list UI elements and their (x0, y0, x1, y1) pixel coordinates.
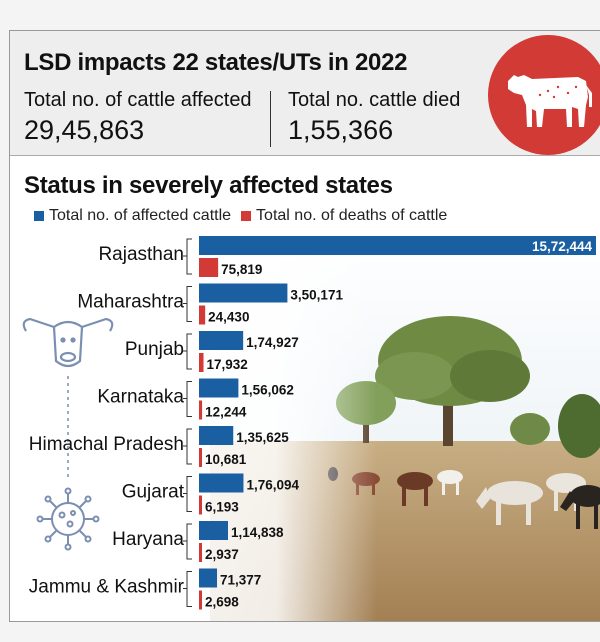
affected-value-maharashtra: 3,50,171 (290, 288, 343, 303)
deaths-value-himachal-pradesh: 10,681 (205, 452, 247, 467)
deaths-bar-haryana (199, 543, 202, 562)
category-label-karnataka: Karnataka (97, 387, 184, 408)
cow-badge (488, 35, 600, 155)
deaths-value-maharashtra: 24,430 (208, 310, 249, 325)
affected-value-gujarat: 1,76,094 (246, 478, 299, 493)
bracket-himachal-pradesh (183, 428, 192, 465)
deaths-value-rajasthan: 75,819 (221, 262, 262, 277)
legend-item-deaths: Total no. of deaths of cattle (241, 207, 447, 225)
deaths-bar-himachal-pradesh (199, 448, 202, 467)
affected-bar-maharashtra (199, 283, 288, 303)
affected-value-karnataka: 1,56,062 (241, 383, 294, 398)
deaths-bar-jammu-kashmir (199, 590, 202, 610)
affected-bar-himachal-pradesh (199, 426, 234, 445)
category-label-himachal-pradesh: Himachal Pradesh (29, 434, 184, 455)
category-label-rajasthan: Rajasthan (98, 244, 184, 265)
died-label: Total no. cattle died (288, 89, 461, 111)
affected-bar-karnataka (199, 378, 239, 398)
chart-legend: Total no. of affected cattle Total no. o… (34, 207, 457, 225)
legend-label-deaths: Total no. of deaths of cattle (256, 207, 448, 224)
deaths-value-haryana: 2,937 (205, 547, 239, 562)
deaths-value-gujarat: 6,193 (205, 500, 239, 515)
legend-swatch-affected (34, 211, 44, 221)
affected-bar-haryana (199, 521, 228, 540)
affected-value-haryana: 1,14,838 (231, 525, 284, 540)
category-label-haryana: Haryana (112, 529, 184, 550)
stat-divider (270, 91, 271, 147)
category-label-jammu-kashmir: Jammu & Kashmir (29, 577, 185, 598)
bracket-karnataka (183, 381, 192, 417)
bracket-punjab (183, 333, 192, 370)
deaths-bar-maharashtra (199, 305, 206, 325)
deaths-bar-gujarat (199, 495, 202, 515)
cow-icon (508, 75, 592, 127)
cow-face-icon (22, 317, 114, 368)
chart-title: Status in severely affected states (24, 172, 393, 199)
deaths-value-jammu-kashmir: 2,698 (205, 595, 239, 610)
affected-bar-gujarat (199, 473, 244, 493)
affected-value-rajasthan: 15,72,444 (532, 239, 593, 254)
bracket-maharashtra (183, 286, 192, 322)
deaths-value-karnataka: 12,244 (205, 405, 247, 420)
died-value: 1,55,366 (288, 115, 394, 145)
infographic-card: LSD impacts 22 states/UTs in 2022 Total … (9, 30, 600, 622)
affected-value-jammu-kashmir: 71,377 (220, 573, 261, 588)
deaths-value-punjab: 17,932 (207, 357, 248, 372)
bracket-rajasthan (183, 238, 192, 275)
scene-fade (10, 231, 600, 621)
bar-chart: Rajasthan 15,72,444 75,819 Maharashtra 3,50,… (29, 236, 596, 610)
affected-bar-rajasthan (199, 236, 596, 255)
affected-value: 29,45,863 (24, 115, 145, 145)
affected-bar-punjab (199, 331, 244, 350)
category-label-punjab: Punjab (125, 339, 184, 360)
affected-bar-jammu-kashmir (199, 568, 218, 588)
category-label-maharashtra: Maharashtra (77, 292, 184, 313)
deaths-bar-karnataka (199, 400, 203, 420)
legend-item-affected: Total no. of affected cattle (34, 207, 231, 225)
bracket-haryana (183, 523, 192, 560)
legend-swatch-deaths (241, 211, 252, 221)
header-panel: LSD impacts 22 states/UTs in 2022 Total … (10, 31, 600, 156)
headline: LSD impacts 22 states/UTs in 2022 (24, 49, 408, 76)
bracket-jammu-kashmir (183, 571, 192, 607)
bracket-gujarat (183, 476, 192, 512)
deaths-bar-rajasthan (199, 258, 219, 277)
virus-icon (36, 487, 100, 551)
affected-value-punjab: 1,74,927 (246, 335, 299, 350)
pasture-scene (10, 231, 600, 621)
legend-label-affected: Total no. of affected cattle (49, 207, 232, 224)
category-label-gujarat: Gujarat (122, 482, 185, 503)
affected-label: Total no. of cattle affected (24, 89, 252, 111)
deaths-bar-punjab (199, 353, 204, 372)
affected-value-himachal-pradesh: 1,35,625 (236, 430, 289, 445)
